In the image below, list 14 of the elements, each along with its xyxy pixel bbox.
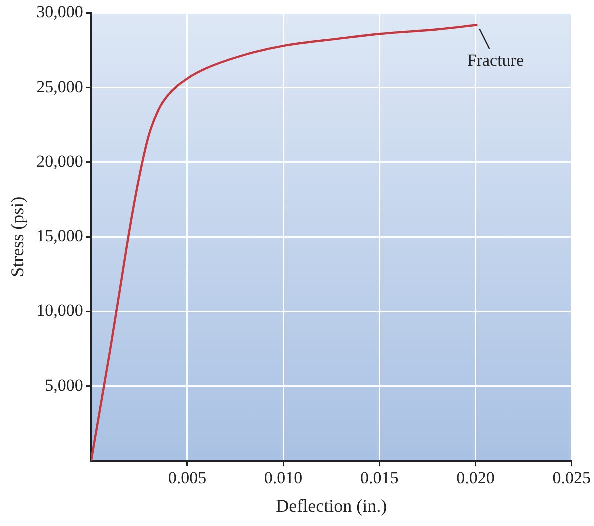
y-tick-label: 10,000: [36, 301, 84, 320]
y-tick-label: 25,000: [36, 77, 84, 96]
x-tick-label: 0.005: [168, 468, 207, 488]
x-tick-label: 0.020: [456, 468, 495, 488]
x-tick-label: 0.010: [264, 468, 303, 488]
y-tick-label: 20,000: [36, 152, 84, 171]
y-tick-label: 5,000: [45, 376, 84, 395]
y-tick-label: 30,000: [36, 2, 84, 22]
x-axis-title: Deflection (in.): [276, 496, 388, 516]
y-tick-label: 15,000: [36, 226, 84, 246]
x-tick-label: 0.025: [552, 468, 591, 488]
y-axis-title: Stress (psi): [8, 196, 28, 278]
annotation: Fracture: [467, 51, 524, 70]
x-tick-label: 0.015: [360, 468, 399, 488]
